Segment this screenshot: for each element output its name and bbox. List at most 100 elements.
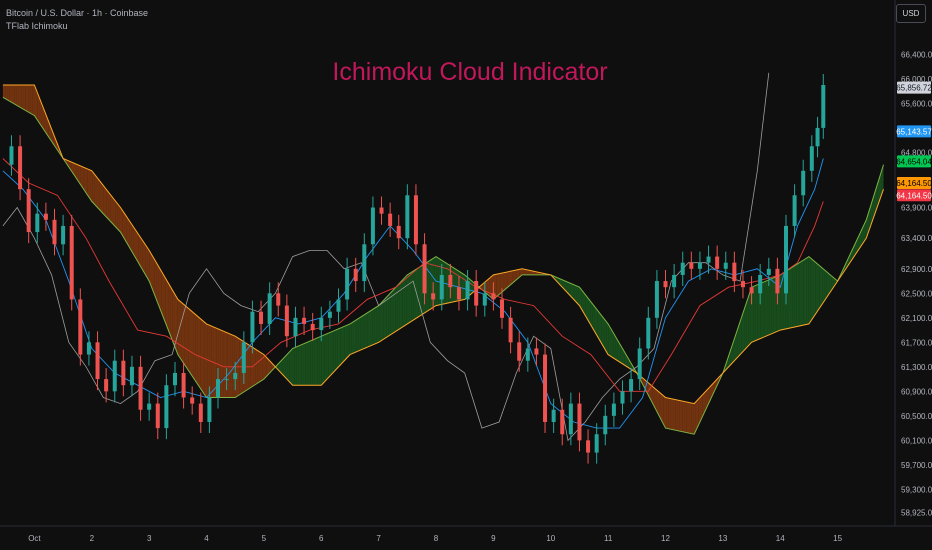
cloud-segment [108, 192, 111, 222]
candle-body [129, 366, 134, 386]
price-tag-label: 65,143.57 [896, 127, 932, 136]
cloud-segment [131, 223, 134, 255]
cloud-segment [126, 216, 130, 247]
cloud-segment [399, 280, 403, 329]
cloud-segment [861, 225, 864, 246]
chikou-line [2, 72, 770, 442]
cloud-segment [344, 325, 348, 361]
cloud-segment [693, 401, 696, 435]
time-axis[interactable]: Oct 2 3 4 5 6 7 8 9 10 11 12 13 14 15 [28, 534, 842, 543]
candle-body [284, 305, 289, 337]
candle-body [241, 342, 246, 373]
cloud-segment [656, 390, 660, 416]
candle-body [783, 225, 788, 294]
cloud-segment [574, 284, 577, 303]
cloud-segment [608, 324, 612, 357]
cloud-segment [744, 302, 747, 351]
cloud-segment [227, 333, 231, 398]
cloud-segment [790, 267, 793, 328]
cloud-segment [314, 337, 318, 386]
cloud-segment [755, 284, 758, 341]
cloud-segment [767, 279, 770, 336]
cloud-segment [881, 164, 884, 195]
time-tick-label: 6 [319, 534, 324, 543]
price-tick-label: 60,100.00 [901, 436, 932, 445]
cloud-segment [223, 331, 226, 398]
cloud-segment [197, 316, 201, 389]
candle-body [577, 403, 582, 441]
indicator-legend[interactable]: TFlab Ichimoku [6, 21, 68, 31]
cloud-segment [287, 351, 290, 383]
cloud-segment [374, 306, 377, 345]
cloud-segment [333, 330, 336, 373]
cloud-segment [312, 338, 315, 386]
time-tick-label: 7 [376, 534, 381, 543]
cloud-segment [654, 388, 657, 412]
cloud-segment [877, 177, 880, 208]
cloud-segment [409, 272, 412, 323]
price-tag-box [897, 125, 931, 138]
cloud-segment [418, 266, 421, 317]
cloud-segment [769, 278, 772, 335]
cloud-segment [308, 340, 311, 386]
cloud-segment [381, 300, 384, 341]
price-axis[interactable]: 66,400.00 66,000.00 65,600.00 64,800.00 63,9… [901, 50, 932, 517]
candle-body [164, 385, 169, 429]
cloud-segment [753, 285, 756, 342]
cloud-segment [523, 269, 527, 275]
cloud-segment [597, 309, 600, 340]
cloud-segment [119, 206, 123, 235]
cloud-segment [370, 309, 373, 347]
candle-body [792, 195, 797, 226]
cloud-segment [342, 326, 345, 363]
ichimoku-cloud [2, 85, 884, 435]
cloud-segment [122, 210, 125, 239]
cloud-segment [152, 255, 155, 295]
candle-body [715, 256, 720, 269]
currency-button[interactable]: USD [896, 4, 926, 23]
cloud-segment [69, 161, 72, 172]
cloud-segment [191, 310, 194, 378]
candle-body [69, 225, 74, 300]
cloud-segment [298, 344, 302, 386]
cloud-segment [149, 251, 153, 289]
time-tick-label: 9 [491, 534, 496, 543]
price-tag-label: 64,164.50 [896, 191, 932, 200]
cloud-segment [567, 282, 570, 296]
cloud-segment [780, 273, 784, 330]
cloud-segment [92, 171, 95, 205]
cloud-segment [760, 282, 763, 339]
candle-body [611, 403, 616, 416]
candle-body [560, 409, 565, 435]
cloud-segment [257, 350, 260, 384]
price-tags: 65,856.72 65,143.57 64,654.04 64,164.50 64,1… [896, 81, 932, 202]
cloud-segment [154, 259, 157, 301]
cloud-segment [76, 164, 79, 182]
candle-body [43, 213, 48, 220]
cloud-segment [507, 271, 511, 288]
price-tick-label: 61,700.00 [901, 338, 932, 347]
cloud-segment [810, 258, 813, 322]
price-tick-label: 60,500.00 [901, 412, 932, 421]
cloud-segment [734, 330, 738, 361]
candle-body [181, 372, 186, 398]
cloud-segment [599, 312, 602, 344]
cloud-segment [282, 356, 286, 378]
cloud-segment [275, 363, 279, 370]
cloud-segment [487, 278, 490, 297]
cloud-segment [34, 86, 38, 120]
cloud-segment [686, 402, 690, 434]
cloud-segment [388, 292, 391, 337]
cloud-segment [367, 311, 371, 347]
cloud-segment [135, 230, 139, 263]
price-tick-label: 61,300.00 [901, 363, 932, 372]
cloud-segment [113, 197, 116, 227]
symbol-legend[interactable]: Bitcoin / U.S. Dollar · 1h · Coinbase [6, 8, 149, 18]
candle-body [525, 348, 530, 361]
cloud-segment [188, 308, 192, 375]
candle-body [276, 293, 281, 306]
cloud-segment [21, 85, 24, 110]
candle-body [233, 372, 238, 380]
time-tick-label: 15 [833, 534, 842, 543]
